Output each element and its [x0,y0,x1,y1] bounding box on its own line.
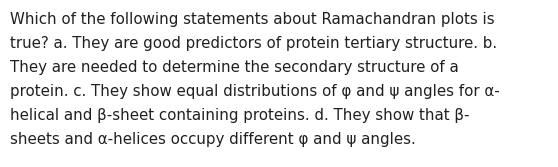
Text: protein. c. They show equal distributions of φ and ψ angles for α-: protein. c. They show equal distribution… [10,84,500,99]
Text: true? a. They are good predictors of protein tertiary structure. b.: true? a. They are good predictors of pro… [10,36,497,51]
Text: They are needed to determine the secondary structure of a: They are needed to determine the seconda… [10,60,459,75]
Text: Which of the following statements about Ramachandran plots is: Which of the following statements about … [10,12,494,27]
Text: helical and β-sheet containing proteins. d. They show that β-: helical and β-sheet containing proteins.… [10,108,469,123]
Text: sheets and α-helices occupy different φ and ψ angles.: sheets and α-helices occupy different φ … [10,132,416,147]
